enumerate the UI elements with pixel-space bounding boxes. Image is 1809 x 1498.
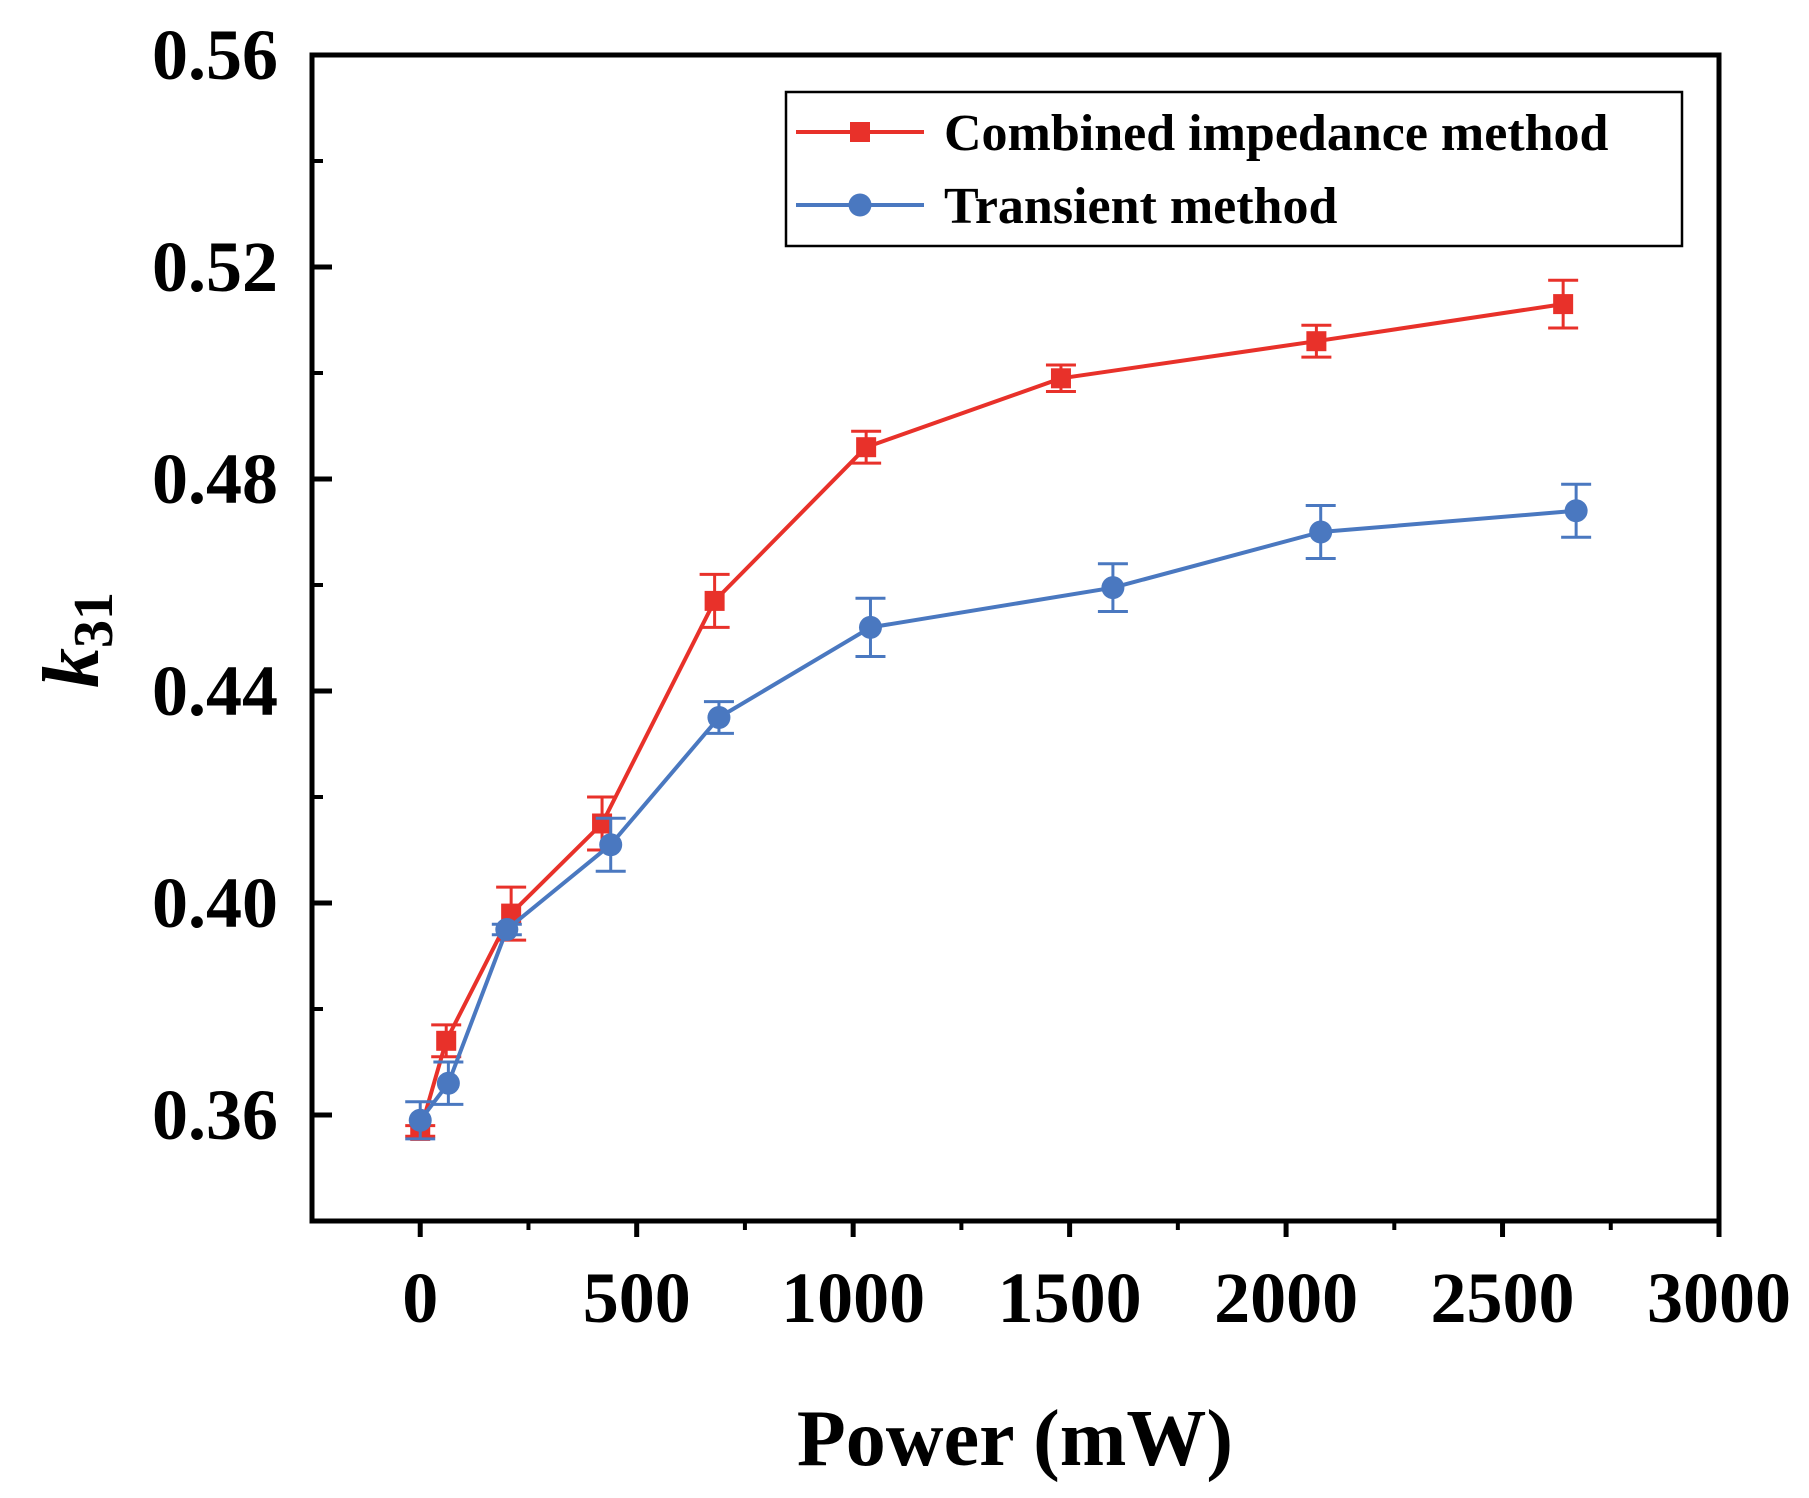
x-tick-label: 2500 bbox=[1431, 1258, 1575, 1338]
x-tick-label: 0 bbox=[402, 1258, 438, 1338]
y-tick-label: 0.36 bbox=[152, 1075, 278, 1155]
series-layer bbox=[405, 278, 1592, 1141]
y-axis-title-main: k bbox=[28, 648, 116, 688]
series-combined-impedance bbox=[405, 278, 1579, 1141]
data-point-square bbox=[856, 437, 877, 458]
x-tick-label: 2000 bbox=[1214, 1258, 1358, 1338]
legend-label: Combined impedance method bbox=[944, 105, 1609, 162]
data-point-square bbox=[592, 813, 613, 834]
data-point-square bbox=[436, 1030, 457, 1051]
legend-entry: Transient method bbox=[796, 178, 1337, 235]
y-tick-label: 0.56 bbox=[152, 15, 278, 95]
legend-entries: Combined impedance method Transient metho… bbox=[796, 105, 1609, 235]
data-point-square bbox=[1306, 331, 1327, 352]
y-tick-label: 0.44 bbox=[152, 651, 278, 731]
legend-entry: Combined impedance method bbox=[796, 105, 1609, 162]
y-axis-title-sub: 31 bbox=[63, 592, 125, 648]
x-tick-label: 3000 bbox=[1647, 1258, 1791, 1338]
data-point-circle bbox=[599, 833, 623, 857]
data-point-circle bbox=[1101, 576, 1125, 600]
major-ticks bbox=[312, 52, 1722, 1237]
legend-box bbox=[784, 90, 1684, 248]
plot-frame bbox=[309, 52, 1722, 1224]
legend: Combined impedance method Transient metho… bbox=[784, 90, 1684, 248]
data-point-square bbox=[1553, 294, 1574, 315]
minor-ticks bbox=[312, 159, 1613, 1230]
series-transient bbox=[405, 482, 1592, 1141]
series-line bbox=[418, 302, 1564, 1132]
data-point-square bbox=[704, 590, 725, 611]
data-point-circle bbox=[858, 615, 882, 639]
y-tick-label: 0.40 bbox=[152, 863, 278, 943]
y-axis-title: k31 bbox=[28, 592, 125, 688]
data-point-circle bbox=[495, 918, 519, 941]
legend-marker-square bbox=[850, 122, 870, 142]
data-point-circle bbox=[1564, 499, 1588, 523]
x-tick-label: 1000 bbox=[781, 1258, 925, 1338]
x-axis-title: Power (mW) bbox=[797, 1395, 1233, 1483]
legend-label: Transient method bbox=[944, 178, 1337, 235]
tick-labels: 0 500 1000 1500 2000 2500 3000 0.36 0.40 0.44 0.48… bbox=[152, 15, 1791, 1338]
x-tick-label: 1500 bbox=[998, 1258, 1142, 1338]
data-point-circle bbox=[1309, 520, 1333, 544]
legend-marker-circle bbox=[848, 193, 872, 217]
y-tick-label: 0.48 bbox=[152, 439, 278, 519]
data-point-circle bbox=[408, 1108, 432, 1132]
x-tick-label: 500 bbox=[583, 1258, 691, 1338]
data-point-circle bbox=[707, 706, 731, 729]
y-tick-label: 0.52 bbox=[152, 227, 278, 307]
data-point-square bbox=[1050, 368, 1071, 389]
data-point-circle bbox=[436, 1071, 460, 1095]
